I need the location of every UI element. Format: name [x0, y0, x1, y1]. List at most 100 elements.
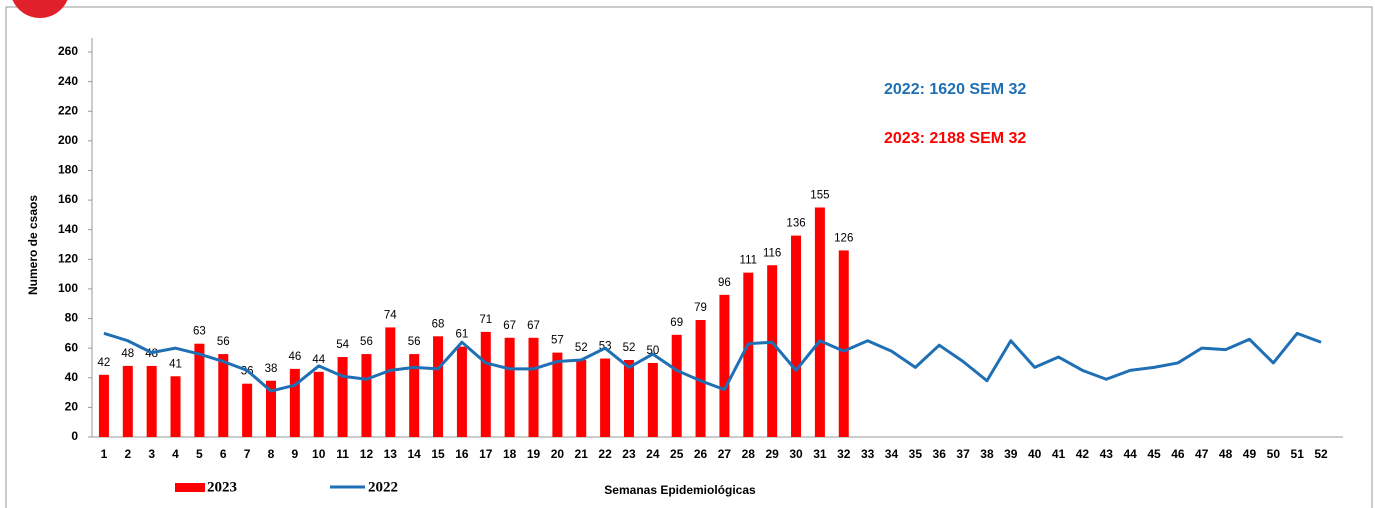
data-label: 38 — [265, 363, 278, 375]
x-tick-label: 48 — [1219, 447, 1233, 461]
data-label: 56 — [217, 336, 230, 348]
data-label: 71 — [479, 314, 492, 326]
bar — [671, 334, 682, 437]
x-tick-label: 47 — [1195, 447, 1209, 461]
x-tick-label: 18 — [503, 447, 517, 461]
x-tick-label: 20 — [551, 447, 565, 461]
x-tick-label: 4 — [172, 447, 179, 461]
x-tick-label: 50 — [1267, 447, 1281, 461]
bar — [456, 346, 467, 437]
x-axis-label: Semanas Epidemiológicas — [604, 483, 756, 497]
y-axis-label: Numero de csaos — [26, 195, 40, 295]
data-label: 63 — [193, 326, 206, 338]
x-tick-label: 28 — [742, 447, 756, 461]
x-tick-label: 24 — [646, 447, 660, 461]
data-label: 69 — [670, 317, 683, 329]
y-tick-label: 240 — [58, 74, 78, 88]
data-label: 74 — [384, 309, 397, 321]
bar — [98, 374, 109, 437]
data-label: 57 — [551, 335, 564, 347]
bar — [385, 327, 396, 437]
x-tick-label: 52 — [1314, 447, 1328, 461]
data-label: 48 — [121, 348, 134, 360]
data-label: 111 — [740, 255, 757, 267]
bar — [361, 354, 372, 437]
y-tick-label: 180 — [58, 163, 78, 177]
bar — [576, 360, 587, 437]
data-label: 96 — [718, 277, 731, 289]
x-tick-label: 49 — [1243, 447, 1257, 461]
bar — [552, 352, 563, 437]
x-tick-label: 39 — [1004, 447, 1018, 461]
x-tick-label: 32 — [837, 447, 851, 461]
x-tick-label: 5 — [196, 447, 203, 461]
x-tick-label: 27 — [718, 447, 732, 461]
line — [103, 331, 1322, 393]
bar — [313, 371, 324, 437]
bar — [146, 365, 157, 437]
x-tick-label: 21 — [575, 447, 589, 461]
y-tick-label: 200 — [58, 133, 78, 147]
data-label: 41 — [169, 358, 182, 370]
y-tick-label: 120 — [58, 251, 78, 265]
x-tick-label: 36 — [933, 447, 947, 461]
annotation: 2023: 2188 SEM 32 — [884, 130, 1026, 147]
data-label: 67 — [503, 320, 516, 332]
x-tick-label: 45 — [1147, 447, 1161, 461]
legend-label: 2023 — [207, 479, 237, 495]
y-tick-label: 60 — [65, 340, 79, 354]
bar — [647, 362, 658, 437]
x-tick-label: 51 — [1291, 447, 1305, 461]
x-tick-label: 37 — [956, 447, 970, 461]
data-label: 46 — [288, 351, 301, 363]
x-tick-label: 44 — [1123, 447, 1137, 461]
x-tick-label: 14 — [408, 447, 422, 461]
y-tick-label: 260 — [58, 44, 78, 58]
x-tick-label: 2 — [124, 447, 131, 461]
bar — [409, 354, 420, 437]
y-tick-label: 80 — [65, 311, 79, 325]
x-tick-label: 6 — [220, 447, 227, 461]
x-tick-label: 7 — [244, 447, 251, 461]
data-label: 42 — [98, 357, 111, 369]
x-tick-label: 34 — [885, 447, 899, 461]
x-tick-label: 35 — [909, 447, 923, 461]
data-label: 116 — [763, 247, 781, 259]
x-tick-label: 41 — [1052, 447, 1066, 461]
x-tick-label: 25 — [670, 447, 684, 461]
legend-swatch — [175, 483, 205, 492]
annotation: 2022: 1620 SEM 32 — [884, 81, 1026, 98]
data-label: 54 — [336, 339, 349, 351]
x-tick-label: 9 — [292, 447, 299, 461]
frame — [5, 6, 1373, 508]
x-tick-label: 1 — [101, 447, 108, 461]
x-tick-label: 40 — [1028, 447, 1042, 461]
x-tick-label: 31 — [813, 447, 827, 461]
x-tick-label: 42 — [1076, 447, 1090, 461]
bar — [623, 360, 634, 437]
x-tick-label: 38 — [980, 447, 994, 461]
x-tick-label: 23 — [622, 447, 636, 461]
bar — [695, 320, 706, 437]
x-tick-label: 26 — [694, 447, 708, 461]
data-label: 44 — [312, 354, 325, 366]
x-tick-label: 11 — [336, 447, 349, 461]
x-tick-label: 29 — [765, 447, 779, 461]
bar — [838, 250, 849, 437]
data-label: 79 — [694, 302, 707, 314]
x-tick-label: 43 — [1100, 447, 1114, 461]
bar — [289, 368, 300, 437]
data-label: 56 — [360, 336, 373, 348]
bar — [814, 207, 825, 437]
bar — [433, 336, 444, 437]
x-tick-label: 15 — [431, 447, 445, 461]
x-tick-label: 16 — [455, 447, 469, 461]
x-tick-label: 30 — [789, 447, 803, 461]
data-label: 56 — [408, 336, 421, 348]
y-tick-label: 20 — [65, 400, 79, 414]
data-label: 52 — [623, 342, 636, 354]
bar — [743, 272, 754, 437]
x-tick-label: 22 — [598, 447, 612, 461]
x-tick-label: 13 — [384, 447, 398, 461]
